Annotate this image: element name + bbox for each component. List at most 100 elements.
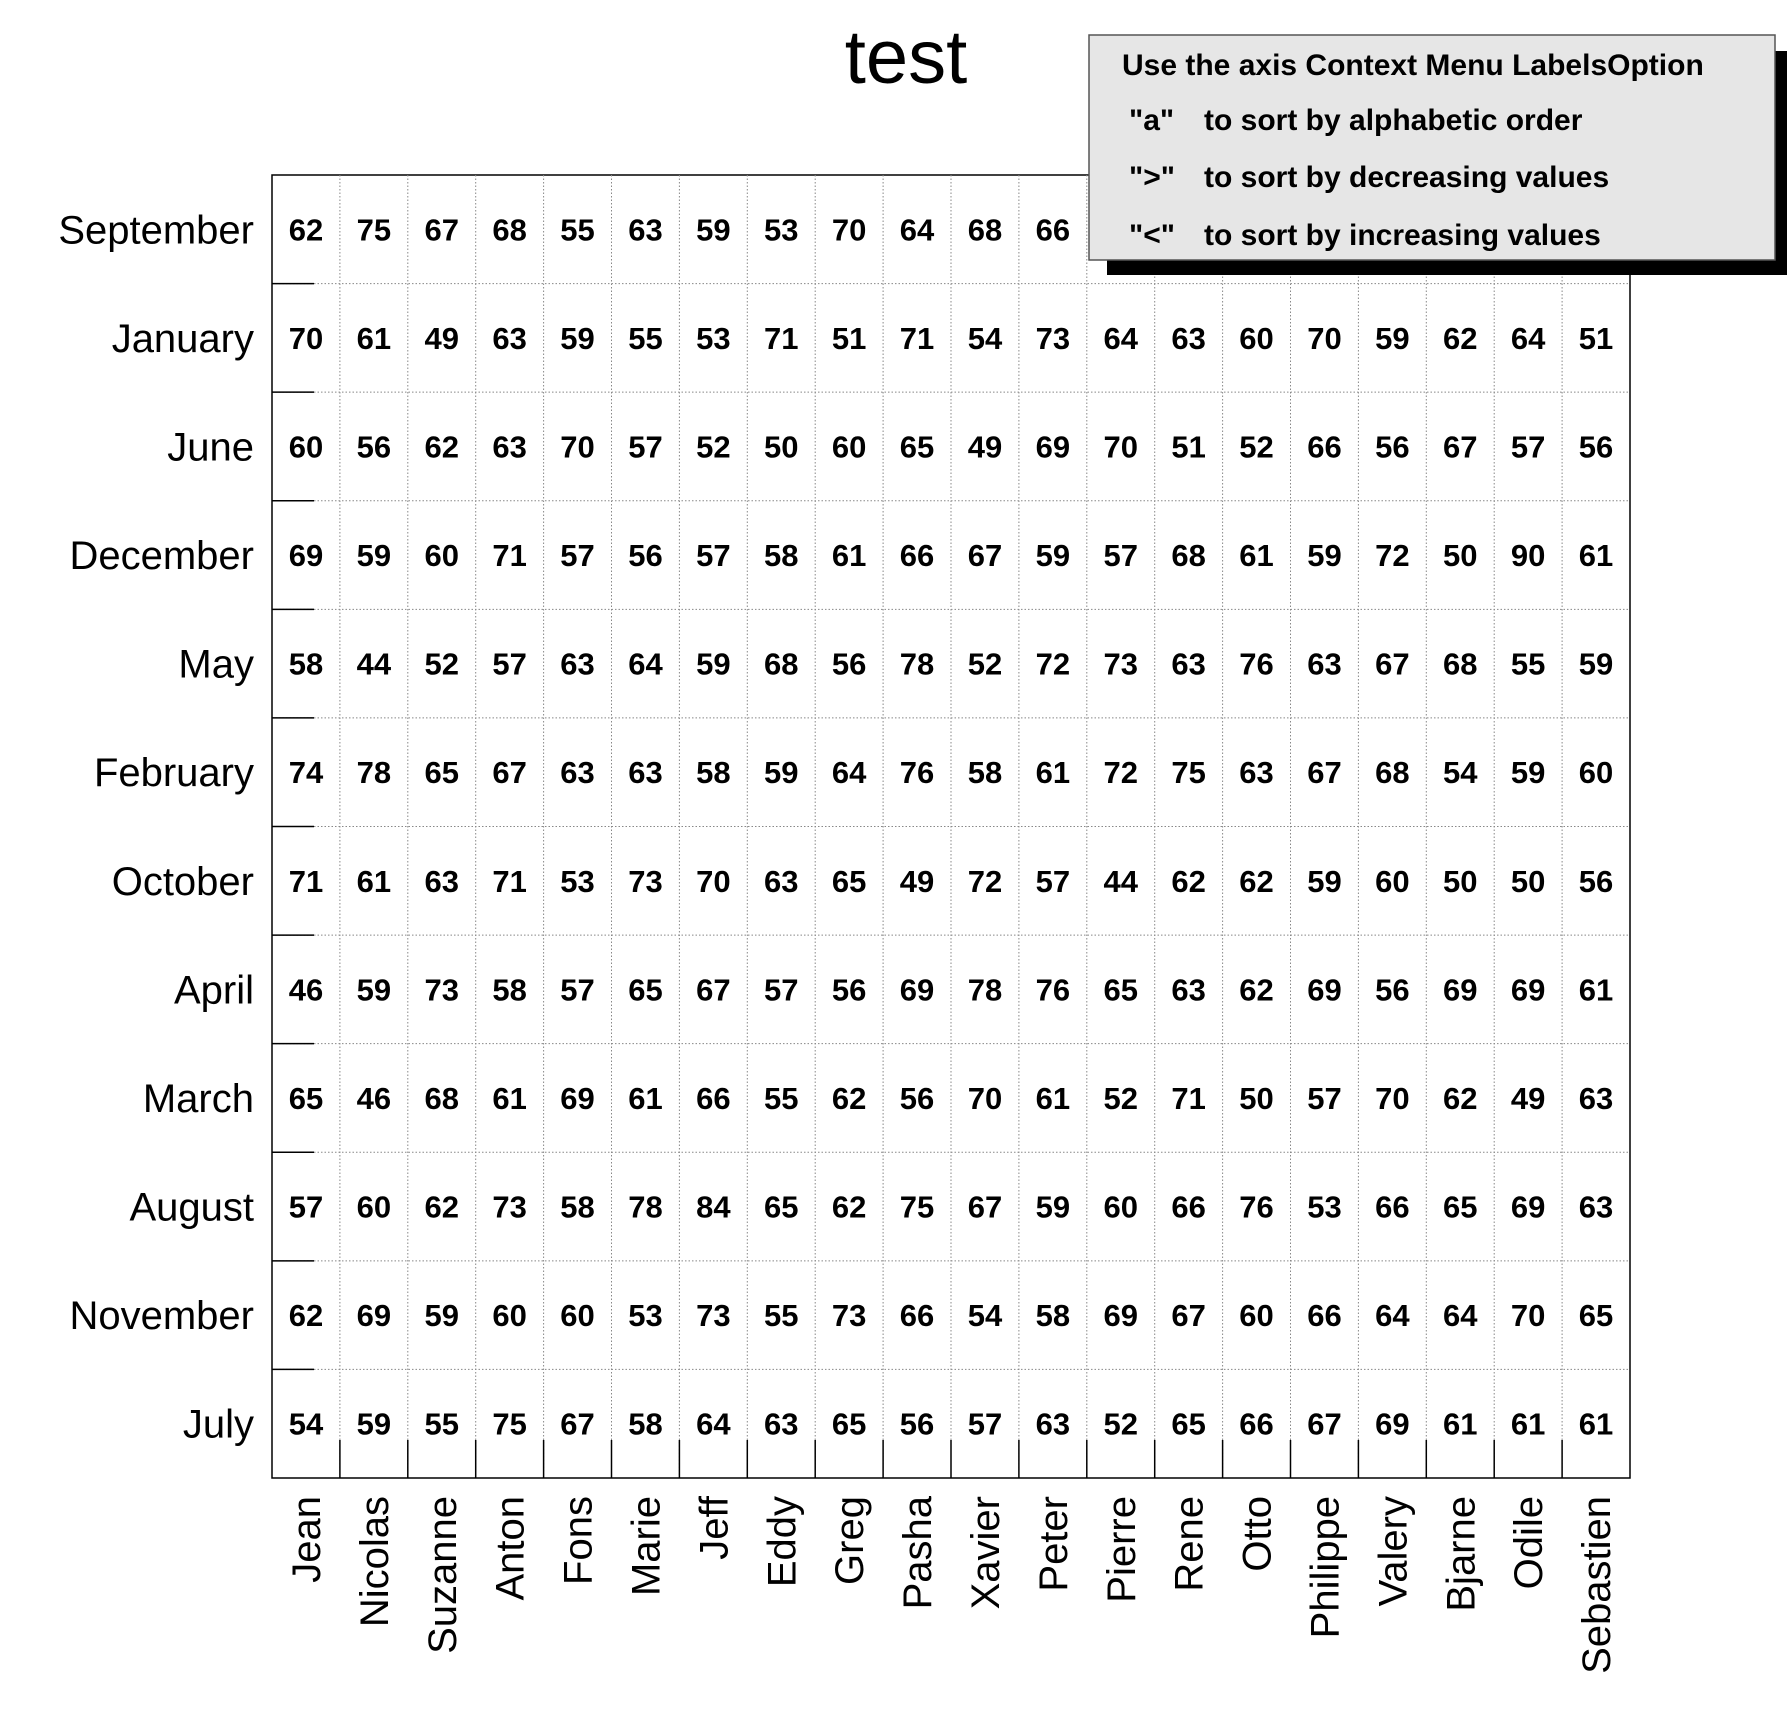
cell-value: 68	[425, 1081, 459, 1116]
cell-value: 50	[764, 429, 798, 464]
cell-value: 59	[1579, 647, 1613, 682]
cell-value: 55	[764, 1298, 798, 1333]
x-axis-label: Pasha	[896, 1495, 940, 1609]
y-axis-label: May	[178, 643, 254, 687]
cell-values: 62 75 67 68 55 63 59 53 70 64 68 66 70 61 49 63 59 55 53 71…	[289, 212, 1614, 1441]
cell-value: 70	[696, 864, 730, 899]
cell-value: 61	[492, 1081, 526, 1116]
cell-value: 59	[696, 647, 730, 682]
cell-value: 70	[1307, 321, 1341, 356]
cell-value: 66	[900, 1298, 934, 1333]
cell-value: 53	[764, 212, 798, 247]
y-axis-label: October	[112, 860, 254, 904]
cell-value: 68	[1375, 755, 1409, 790]
cell-value: 68	[764, 647, 798, 682]
cell-value: 69	[1511, 1190, 1545, 1225]
cell-value: 62	[1171, 864, 1205, 899]
cell-value: 62	[1239, 972, 1273, 1007]
cell-value: 69	[1375, 1407, 1409, 1442]
cell-value: 52	[968, 647, 1002, 682]
cell-value: 68	[1443, 647, 1477, 682]
cell-value: 55	[764, 1081, 798, 1116]
cell-value: 71	[289, 864, 323, 899]
cell-value: 75	[357, 212, 391, 247]
cell-value: 65	[832, 1407, 866, 1442]
cell-value: 63	[560, 647, 594, 682]
cell-value: 59	[425, 1298, 459, 1333]
y-axis-label: June	[167, 425, 254, 469]
cell-value: 57	[560, 972, 594, 1007]
x-axis-label: Peter	[1032, 1496, 1076, 1592]
x-axis-label: Sebastien	[1575, 1496, 1619, 1674]
x-axis-label: Jean	[285, 1496, 329, 1583]
cell-value: 55	[628, 321, 662, 356]
cell-value: 78	[900, 647, 934, 682]
cell-value: 63	[1171, 972, 1205, 1007]
cell-value: 63	[1171, 321, 1205, 356]
cell-value: 67	[1443, 429, 1477, 464]
cell-value: 67	[492, 755, 526, 790]
cell-value: 49	[1511, 1081, 1545, 1116]
cell-value: 70	[832, 212, 866, 247]
cell-value: 59	[357, 972, 391, 1007]
cell-value: 74	[289, 755, 324, 790]
cell-value: 64	[628, 647, 663, 682]
cell-value: 51	[1579, 321, 1613, 356]
cell-value: 64	[696, 1407, 731, 1442]
cell-value: 62	[1443, 1081, 1477, 1116]
cell-value: 65	[1104, 972, 1138, 1007]
cell-value: 57	[1036, 864, 1070, 899]
cell-value: 71	[1171, 1081, 1205, 1116]
cell-value: 46	[357, 1081, 391, 1116]
cell-value: 63	[628, 212, 662, 247]
cell-value: 60	[1579, 755, 1613, 790]
cell-value: 78	[968, 972, 1002, 1007]
cell-value: 69	[1511, 972, 1545, 1007]
cell-value: 63	[1579, 1190, 1613, 1225]
x-axis-label: Fons	[557, 1496, 601, 1585]
cell-value: 60	[560, 1298, 594, 1333]
cell-value: 71	[492, 538, 526, 573]
cell-value: 72	[968, 864, 1002, 899]
cell-value: 64	[900, 212, 935, 247]
cell-value: 58	[628, 1407, 662, 1442]
cell-value: 56	[357, 429, 391, 464]
cell-value: 65	[764, 1190, 798, 1225]
cell-value: 69	[900, 972, 934, 1007]
cell-value: 64	[832, 755, 867, 790]
cell-value: 57	[1307, 1081, 1341, 1116]
cell-value: 56	[900, 1407, 934, 1442]
cell-value: 73	[696, 1298, 730, 1333]
x-axis-label: Otto	[1236, 1496, 1280, 1572]
cell-value: 61	[832, 538, 866, 573]
cell-value: 60	[289, 429, 323, 464]
cell-value: 57	[1511, 429, 1545, 464]
cell-value: 64	[1375, 1298, 1410, 1333]
cell-value: 57	[696, 538, 730, 573]
cell-value: 58	[1036, 1298, 1070, 1333]
cell-value: 67	[696, 972, 730, 1007]
cell-value: 52	[425, 647, 459, 682]
cell-value: 68	[1171, 538, 1205, 573]
x-axis-label: Odile	[1507, 1496, 1551, 1589]
cell-value: 54	[1443, 755, 1478, 790]
cell-value: 58	[968, 755, 1002, 790]
y-axis-label: January	[112, 317, 254, 361]
cell-value: 50	[1443, 864, 1477, 899]
cell-value: 69	[560, 1081, 594, 1116]
cell-value: 72	[1375, 538, 1409, 573]
cell-value: 54	[968, 1298, 1003, 1333]
cell-value: 66	[1307, 1298, 1341, 1333]
x-axis-label: Nicolas	[353, 1496, 397, 1627]
cell-value: 62	[425, 1190, 459, 1225]
cell-value: 71	[492, 864, 526, 899]
cell-value: 57	[492, 647, 526, 682]
cell-value: 59	[1375, 321, 1409, 356]
cell-value: 59	[1307, 538, 1341, 573]
x-axis-label: Eddy	[760, 1496, 804, 1587]
cell-value: 60	[1104, 1190, 1138, 1225]
cell-value: 50	[1443, 538, 1477, 573]
cell-value: 70	[1375, 1081, 1409, 1116]
cell-value: 62	[1239, 864, 1273, 899]
